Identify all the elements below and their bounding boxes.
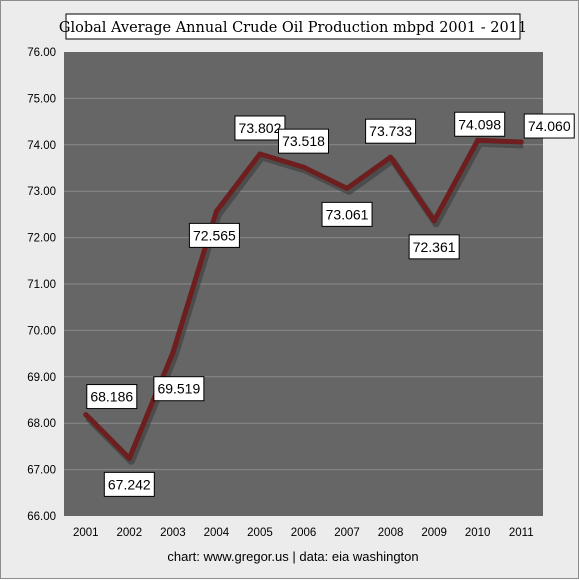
data-label: 74.060 (523, 113, 575, 139)
y-tick-label: 73.00 (27, 186, 56, 198)
data-label: 68.186 (86, 384, 138, 410)
data-point (475, 137, 481, 143)
x-tick-label: 2002 (117, 527, 143, 539)
data-label: 69.519 (153, 376, 205, 402)
data-point (257, 151, 263, 157)
data-point (213, 208, 219, 214)
data-label: 73.802 (234, 115, 286, 141)
data-label-text: 73.061 (326, 206, 369, 222)
x-tick-label: 2006 (291, 527, 317, 539)
y-tick-label: 74.00 (27, 140, 56, 152)
data-label-text: 73.518 (282, 133, 325, 149)
y-tick-label: 68.00 (27, 418, 56, 430)
data-label-text: 72.361 (413, 239, 456, 255)
data-label-box (278, 128, 329, 154)
data-label-box (408, 234, 460, 260)
data-point (518, 139, 524, 145)
chart-title: Global Average Annual Crude Oil Producti… (59, 20, 527, 36)
y-tick-label: 70.00 (27, 325, 56, 337)
data-point (83, 412, 89, 418)
data-point (388, 154, 394, 160)
data-point (301, 164, 306, 170)
data-label-box (523, 113, 575, 139)
data-label: 73.061 (321, 201, 373, 227)
x-tick-label: 2003 (160, 527, 186, 539)
y-tick-label: 66.00 (27, 511, 56, 523)
data-label: 67.242 (103, 471, 155, 497)
data-point (170, 350, 176, 356)
data-label-text: 72.565 (193, 227, 236, 243)
data-label-box (153, 376, 205, 402)
y-tick-label: 76.00 (27, 47, 56, 59)
data-point (126, 455, 132, 461)
y-tick-label: 75.00 (27, 93, 56, 105)
data-point (344, 185, 350, 191)
x-axis-ticks: 2001 2002 2003 2004 2005 2006 2007 2008 2009 2010… (73, 527, 534, 539)
data-label-text: 73.802 (239, 120, 282, 136)
data-label-box (103, 471, 155, 497)
y-tick-label: 72.00 (27, 233, 56, 245)
data-label-box (234, 115, 286, 141)
data-point (431, 218, 437, 224)
data-label: 72.565 (188, 222, 240, 248)
data-label: 74.098 (454, 111, 506, 137)
data-label-box (86, 384, 138, 410)
data-label-text: 74.060 (528, 118, 571, 134)
x-tick-label: 2010 (465, 527, 491, 539)
x-tick-label: 2004 (204, 527, 230, 539)
x-tick-label: 2001 (73, 527, 99, 539)
y-tick-label: 67.00 (27, 465, 56, 477)
x-tick-label: 2011 (509, 527, 534, 539)
data-label-text: 67.242 (108, 476, 151, 492)
x-tick-label: 2005 (247, 527, 273, 539)
data-label-text: 68.186 (90, 389, 133, 405)
gridlines (64, 97, 543, 471)
data-label: 72.361 (408, 234, 460, 260)
y-tick-label: 71.00 (27, 279, 56, 291)
data-label: 73.733 (365, 118, 417, 144)
x-tick-label: 2007 (334, 527, 360, 539)
y-tick-label: 69.00 (27, 372, 56, 384)
title-box (65, 13, 521, 40)
chart-credit: chart: www.gregor.us | data: eia washing… (167, 549, 418, 564)
data-label-box (365, 118, 417, 144)
data-label: 73.518 (278, 128, 329, 154)
x-tick-label: 2009 (421, 527, 447, 539)
data-label-box (454, 111, 506, 137)
data-label-box (188, 222, 240, 248)
data-label-text: 74.098 (458, 116, 501, 132)
data-label-text: 73.733 (369, 123, 412, 139)
data-label-text: 69.519 (157, 381, 200, 397)
x-tick-label: 2008 (378, 527, 404, 539)
data-label-box (321, 201, 373, 227)
y-axis-ticks: 66.00 67.00 68.00 69.00 70.00 71.00 72.00 73.00… (27, 47, 56, 523)
